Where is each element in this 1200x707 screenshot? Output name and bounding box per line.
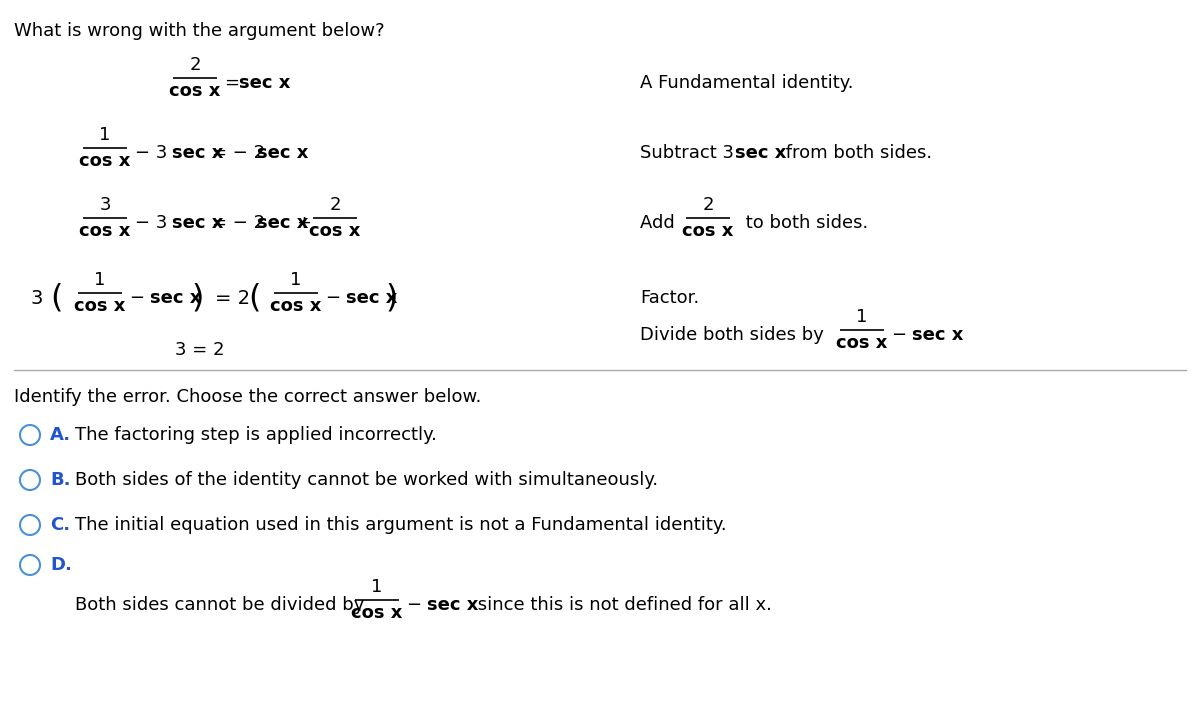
Text: D.: D. — [50, 556, 72, 574]
Text: B.: B. — [50, 471, 71, 489]
Text: The factoring step is applied incorrectly.: The factoring step is applied incorrectl… — [74, 426, 437, 444]
Text: 2: 2 — [329, 196, 341, 214]
Text: = 2: = 2 — [215, 288, 250, 308]
Text: (: ( — [248, 283, 260, 313]
Text: −: − — [407, 596, 428, 614]
Text: to both sides.: to both sides. — [740, 214, 869, 232]
Text: −: − — [892, 326, 913, 344]
Text: sec x: sec x — [172, 144, 223, 162]
Text: Identify the error. Choose the correct answer below.: Identify the error. Choose the correct a… — [14, 388, 481, 406]
Text: sec x: sec x — [150, 289, 202, 307]
Text: Subtract 3: Subtract 3 — [640, 144, 739, 162]
Text: sec x: sec x — [239, 74, 290, 92]
Text: A Fundamental identity.: A Fundamental identity. — [640, 74, 853, 92]
Text: Both sides of the identity cannot be worked with simultaneously.: Both sides of the identity cannot be wor… — [74, 471, 658, 489]
Text: sec x: sec x — [257, 214, 308, 232]
Text: Add: Add — [640, 214, 680, 232]
Text: ): ) — [386, 283, 398, 313]
Text: sec x: sec x — [427, 596, 479, 614]
Text: .: . — [958, 326, 962, 344]
Text: A.: A. — [50, 426, 71, 444]
Text: since this is not defined for all x.: since this is not defined for all x. — [472, 596, 772, 614]
Text: 3: 3 — [30, 288, 42, 308]
Text: sec x: sec x — [172, 214, 223, 232]
Text: (: ( — [50, 283, 62, 313]
Text: cos x: cos x — [270, 297, 322, 315]
Text: cos x: cos x — [79, 222, 131, 240]
Text: Factor.: Factor. — [640, 289, 700, 307]
Text: The initial equation used in this argument is not a Fundamental identity.: The initial equation used in this argume… — [74, 516, 727, 534]
Text: −: − — [326, 289, 347, 307]
Text: sec x: sec x — [257, 144, 308, 162]
Text: cos x: cos x — [683, 222, 733, 240]
Text: = − 2: = − 2 — [212, 144, 271, 162]
Text: Divide both sides by: Divide both sides by — [640, 326, 829, 344]
Text: cos x: cos x — [310, 222, 361, 240]
Text: C.: C. — [50, 516, 70, 534]
Text: cos x: cos x — [836, 334, 888, 352]
Text: 1: 1 — [371, 578, 383, 596]
Text: +: + — [298, 214, 318, 232]
Text: 1: 1 — [95, 271, 106, 289]
Text: cos x: cos x — [79, 152, 131, 170]
Text: −: − — [130, 289, 151, 307]
Text: 2: 2 — [190, 56, 200, 74]
Text: sec x: sec x — [734, 144, 786, 162]
Text: What is wrong with the argument below?: What is wrong with the argument below? — [14, 22, 385, 40]
Text: sec x: sec x — [346, 289, 397, 307]
Text: cos x: cos x — [169, 82, 221, 100]
Text: Both sides cannot be divided by: Both sides cannot be divided by — [74, 596, 370, 614]
Text: =: = — [226, 74, 246, 92]
Text: 1: 1 — [100, 126, 110, 144]
Text: 3: 3 — [100, 196, 110, 214]
Text: − 3: − 3 — [134, 214, 173, 232]
Text: 1: 1 — [857, 308, 868, 326]
Text: cos x: cos x — [74, 297, 126, 315]
Text: cos x: cos x — [352, 604, 403, 622]
Text: − 3: − 3 — [134, 144, 173, 162]
Text: 3 = 2: 3 = 2 — [175, 341, 224, 359]
Text: = − 2: = − 2 — [212, 214, 271, 232]
Text: 1: 1 — [290, 271, 301, 289]
Text: ): ) — [192, 283, 204, 313]
Text: sec x: sec x — [912, 326, 964, 344]
Text: from both sides.: from both sides. — [780, 144, 932, 162]
Text: 2: 2 — [702, 196, 714, 214]
